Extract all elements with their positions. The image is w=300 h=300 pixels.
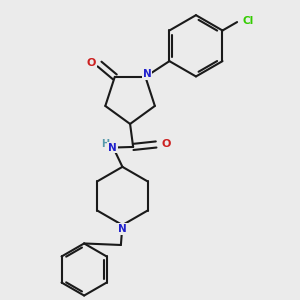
Text: N: N xyxy=(118,224,127,234)
Text: N: N xyxy=(108,142,117,152)
Text: H: H xyxy=(101,139,110,149)
Text: O: O xyxy=(162,140,171,149)
Text: Cl: Cl xyxy=(243,16,254,26)
Text: O: O xyxy=(86,58,96,68)
Text: N: N xyxy=(142,69,151,80)
